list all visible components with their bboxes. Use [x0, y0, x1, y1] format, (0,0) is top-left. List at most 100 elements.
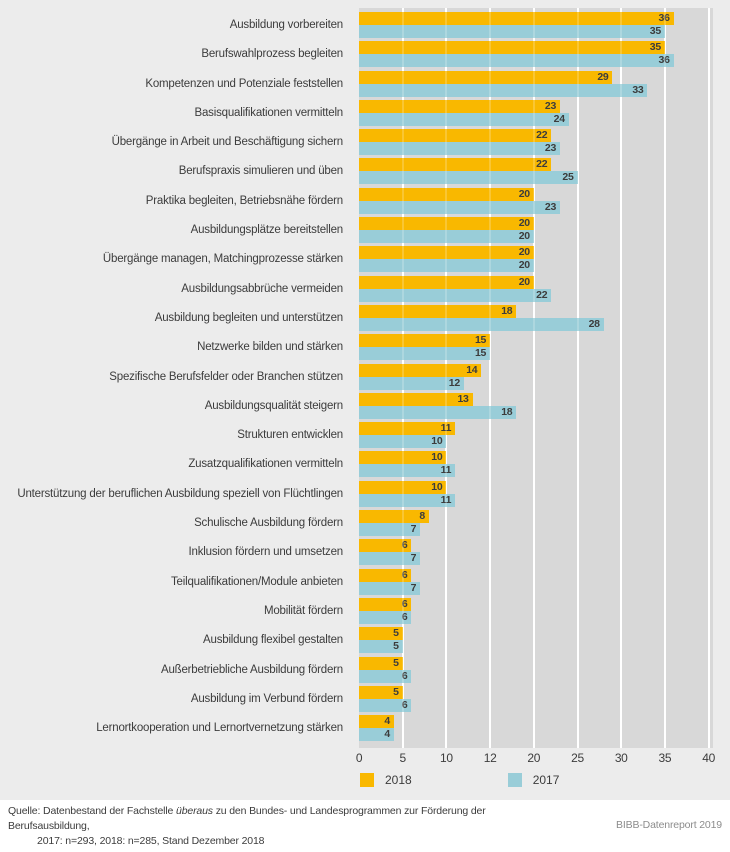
- chart-row: Unterstützung der beruflichen Ausbildung…: [0, 480, 730, 507]
- bar-2017: 18: [359, 405, 517, 419]
- bar-2018: 20: [359, 246, 534, 260]
- chart-row: Außerbetriebliche Ausbildung fördern 5 6: [0, 656, 730, 683]
- value-label: 7: [410, 581, 417, 594]
- bar-2018: 36: [359, 12, 674, 25]
- bar-2018: 22: [359, 158, 552, 172]
- value-label: 6: [401, 539, 408, 552]
- gridline-20: [532, 8, 535, 748]
- bar-2017: 4: [359, 728, 394, 742]
- value-label: 5: [393, 656, 399, 669]
- bar-2018: 20: [359, 187, 534, 201]
- bar-2017: 7: [359, 523, 421, 537]
- value-label: 4: [384, 728, 390, 741]
- bar-2017: 6: [359, 698, 412, 712]
- value-label: 36: [658, 54, 670, 67]
- chart-row: Ausbildung flexibel gestalten 5 5: [0, 627, 730, 654]
- value-label: 20: [518, 275, 530, 288]
- bar-2017: 15: [359, 347, 491, 361]
- value-label: 5: [393, 685, 399, 698]
- value-label: 7: [410, 552, 417, 565]
- bar-2017: 10: [359, 435, 447, 449]
- legend: 2018 2017: [360, 772, 559, 788]
- category-label: Berufswahlprozess begleiten: [201, 48, 343, 61]
- x-tick-label: 5: [399, 751, 407, 765]
- bar-group: 20 20: [359, 246, 730, 273]
- category-label: Übergänge managen, Matchingprozesse stär…: [102, 253, 343, 266]
- bar-group: 29 33: [359, 70, 730, 97]
- value-label: 18: [501, 304, 513, 317]
- bar-group: 11 10: [359, 422, 730, 449]
- category-label: Außerbetriebliche Ausbildung fördern: [160, 663, 343, 676]
- chart-row: Basisqualifikationen vermitteln 23 24: [0, 99, 730, 126]
- chart-row: Ausbildung vorbereiten 36 35: [0, 12, 730, 38]
- value-label: 8: [419, 510, 425, 523]
- bar-2017: 28: [359, 317, 604, 331]
- bar-2017: 7: [359, 552, 421, 566]
- category-label: Inklusion fördern und umsetzen: [188, 546, 344, 559]
- x-axis: 0 5 10 12 20 25 30 35 40: [0, 751, 730, 767]
- source-line2: 2017: n=293, 2018: n=285, Stand Dezember…: [37, 835, 265, 847]
- report-credit: BIBB-Datenreport 2019: [616, 819, 722, 831]
- footer: Quelle: Datenbestand der Fachstelle über…: [0, 800, 730, 852]
- bar-2018: 35: [359, 41, 665, 55]
- bar-2018: 4: [359, 715, 394, 729]
- bar-group: 22 23: [359, 129, 730, 156]
- value-label: 20: [518, 217, 530, 230]
- bar-group: 13 18: [359, 392, 730, 419]
- chart-row: Teilqualifikationen/Module anbieten 6 7: [0, 568, 730, 595]
- value-label: 35: [649, 25, 661, 37]
- category-label: Netzwerke bilden und stärken: [197, 341, 343, 354]
- gridline-30: [620, 8, 623, 748]
- bar-2018: 10: [359, 451, 447, 465]
- bar-2018: 15: [359, 334, 491, 348]
- bar-2017: 33: [359, 83, 648, 97]
- category-label: Spezifische Berufsfelder oder Branchen s…: [109, 370, 343, 383]
- bar-2017: 35: [359, 25, 665, 38]
- gridline-35: [663, 8, 666, 748]
- category-label: Praktika begleiten, Betriebsnähe fördern: [145, 194, 343, 207]
- x-tick-label: 10: [440, 751, 453, 765]
- value-label: 10: [431, 480, 443, 493]
- gridline-30: [620, 8, 623, 748]
- value-label: 6: [401, 698, 408, 711]
- bar-2017: 36: [359, 54, 674, 68]
- x-tick-label: 35: [658, 751, 672, 765]
- bar-group: 36 35: [359, 12, 730, 38]
- value-label: 6: [401, 669, 408, 682]
- chart-row: Spezifische Berufsfelder oder Branchen s…: [0, 363, 730, 390]
- legend-swatch-2017: [507, 773, 522, 787]
- x-tick-label: 0: [355, 751, 363, 765]
- bar-2017: 20: [359, 259, 534, 273]
- bar-group: 14 12: [359, 363, 730, 390]
- bar-group: 15 15: [359, 334, 730, 361]
- x-tick-label: 25: [571, 751, 584, 765]
- x-tick-label: 30: [614, 751, 628, 765]
- chart-row: Ausbildungsqualität steigern 13 18: [0, 392, 730, 419]
- value-label: 15: [475, 347, 487, 360]
- chart-row: Inklusion fördern und umsetzen 6 7: [0, 539, 730, 566]
- gridline-25: [576, 8, 579, 748]
- value-label: 20: [518, 230, 530, 243]
- value-label: 6: [401, 597, 408, 610]
- bar-group: 10 11: [359, 451, 730, 478]
- bar-group: 23 24: [359, 99, 730, 126]
- bar-2017: 23: [359, 200, 561, 214]
- legend-swatch-2018: [360, 773, 374, 787]
- category-label: Schulische Ausbildung fördern: [194, 517, 343, 530]
- chart-row: Strukturen entwicklen 11 10: [0, 422, 730, 449]
- chart-row: Berufswahlprozess begleiten 35 36: [0, 41, 730, 68]
- gridline-5: [401, 8, 404, 748]
- chart-row: Netzwerke bilden und stärken 15 15: [0, 334, 730, 361]
- value-label: 13: [457, 392, 469, 405]
- value-label: 23: [544, 200, 557, 213]
- category-label: Lernortkooperation und Lernortvernetzung…: [96, 722, 343, 735]
- bar-2018: 5: [359, 627, 403, 641]
- bar-2018: 20: [359, 275, 534, 289]
- value-label: 6: [401, 610, 408, 623]
